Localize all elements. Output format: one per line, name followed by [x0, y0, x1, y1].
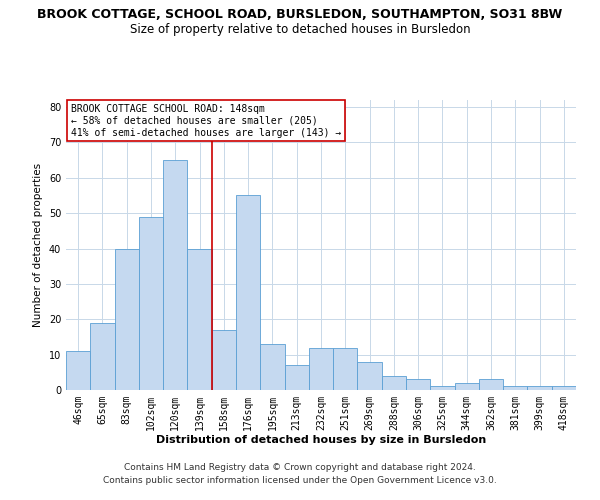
Bar — [284, 365, 309, 390]
Y-axis label: Number of detached properties: Number of detached properties — [33, 163, 43, 327]
Bar — [406, 380, 430, 390]
Bar — [479, 380, 503, 390]
Text: BROOK COTTAGE SCHOOL ROAD: 148sqm
← 58% of detached houses are smaller (205)
41%: BROOK COTTAGE SCHOOL ROAD: 148sqm ← 58% … — [71, 104, 341, 138]
Bar — [115, 248, 139, 390]
Bar — [212, 330, 236, 390]
Bar — [139, 216, 163, 390]
Bar — [90, 323, 115, 390]
Bar — [552, 386, 576, 390]
Text: BROOK COTTAGE, SCHOOL ROAD, BURSLEDON, SOUTHAMPTON, SO31 8BW: BROOK COTTAGE, SCHOOL ROAD, BURSLEDON, S… — [37, 8, 563, 20]
Bar — [187, 248, 212, 390]
Text: Size of property relative to detached houses in Bursledon: Size of property relative to detached ho… — [130, 22, 470, 36]
Bar — [333, 348, 358, 390]
Text: Contains public sector information licensed under the Open Government Licence v3: Contains public sector information licen… — [103, 476, 497, 485]
Bar — [430, 386, 455, 390]
Bar — [358, 362, 382, 390]
Bar — [309, 348, 333, 390]
Bar — [503, 386, 527, 390]
Bar — [236, 196, 260, 390]
Bar — [66, 351, 90, 390]
Text: Contains HM Land Registry data © Crown copyright and database right 2024.: Contains HM Land Registry data © Crown c… — [124, 464, 476, 472]
Bar — [260, 344, 284, 390]
Bar — [455, 383, 479, 390]
Bar — [163, 160, 187, 390]
Text: Distribution of detached houses by size in Bursledon: Distribution of detached houses by size … — [156, 435, 486, 445]
Bar — [382, 376, 406, 390]
Bar — [527, 386, 552, 390]
